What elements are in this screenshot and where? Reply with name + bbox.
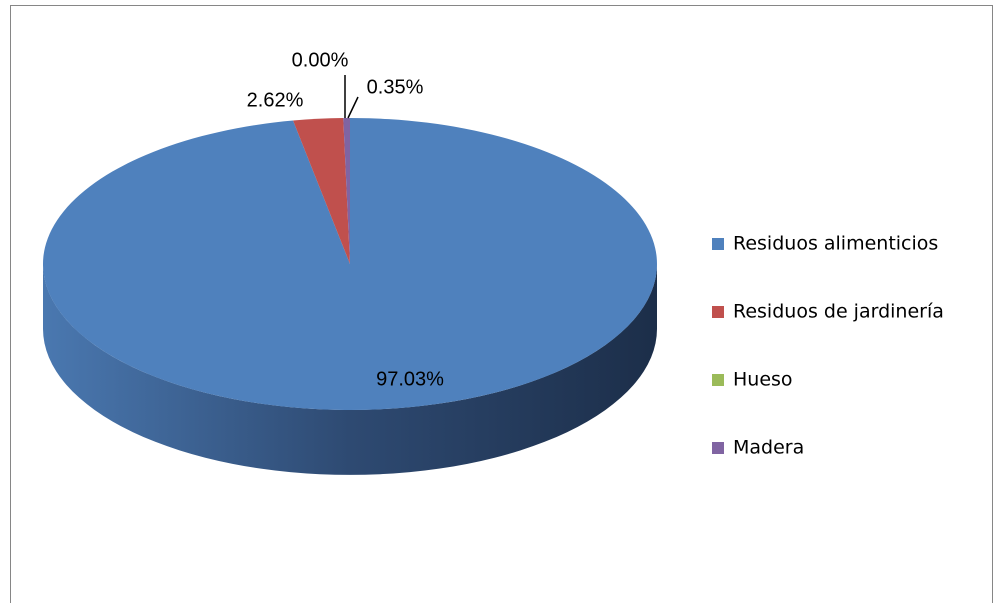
pie-slice [42, 118, 657, 411]
pie-slice [343, 118, 350, 264]
legend-swatch [712, 442, 724, 454]
legend-label: Residuos de jardinería [733, 301, 944, 323]
data-label: 0.35% [367, 76, 424, 98]
pie-side [43, 264, 657, 475]
legend-label: Madera [733, 437, 804, 459]
legend-swatch [712, 306, 724, 318]
data-label: 2.62% [247, 89, 304, 111]
data-label: 97.03% [376, 368, 444, 390]
leader-line [347, 96, 359, 119]
legend-label: Hueso [733, 369, 793, 391]
legend-label: Residuos alimenticios [733, 233, 938, 255]
legend-swatch [712, 374, 724, 386]
data-label: 0.00% [292, 49, 349, 71]
pie-slice [293, 118, 350, 264]
legend-swatch [712, 238, 724, 250]
